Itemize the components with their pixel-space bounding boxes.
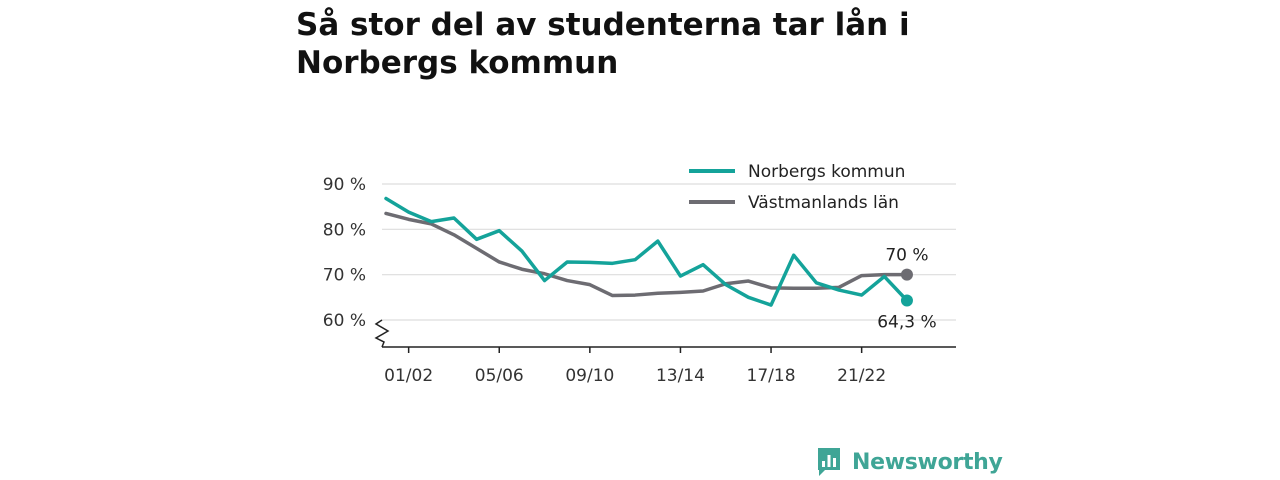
legend-label: Norbergs kommun bbox=[748, 162, 905, 182]
y-tick-label: 80 % bbox=[323, 220, 366, 240]
x-tick-label: 17/18 bbox=[747, 366, 796, 386]
newsworthy-logo: Newsworthy bbox=[816, 446, 1003, 478]
end-point-marker bbox=[900, 294, 913, 307]
legend-label: Västmanlands län bbox=[748, 193, 899, 213]
brand-name: Newsworthy bbox=[852, 449, 1003, 475]
end-label-norbergs-kommun: 64,3 % bbox=[877, 313, 936, 333]
bar-chart-icon bbox=[818, 448, 840, 476]
axes bbox=[374, 319, 956, 348]
y-axis-break bbox=[374, 319, 390, 348]
y-tick-label: 90 % bbox=[323, 175, 366, 195]
end-labels: 70 % 64,3 % bbox=[877, 246, 936, 333]
end-point-marker bbox=[900, 268, 913, 281]
y-tick-label: 60 % bbox=[323, 311, 366, 331]
x-axis-labels: 01/02 05/06 09/10 13/14 17/18 21/22 bbox=[384, 347, 886, 386]
series-line-vastmanlands-lan bbox=[384, 211, 909, 298]
y-tick-label: 70 % bbox=[323, 266, 366, 286]
series-line-norbergs-kommun bbox=[384, 196, 909, 307]
x-tick-label: 01/02 bbox=[384, 366, 433, 386]
x-tick-label: 21/22 bbox=[837, 366, 886, 386]
chart-title: Så stor del av studenterna tar lån i Nor… bbox=[296, 7, 910, 81]
legend: Norbergs kommun Västmanlands län bbox=[689, 162, 905, 213]
y-axis-labels: 60 % 70 % 80 % 90 % bbox=[323, 175, 366, 331]
x-tick-label: 13/14 bbox=[656, 366, 705, 386]
x-tick-label: 09/10 bbox=[565, 366, 614, 386]
x-tick-label: 05/06 bbox=[475, 366, 524, 386]
end-label-vastmanlands-lan: 70 % bbox=[885, 246, 928, 266]
series-lines bbox=[384, 196, 913, 307]
